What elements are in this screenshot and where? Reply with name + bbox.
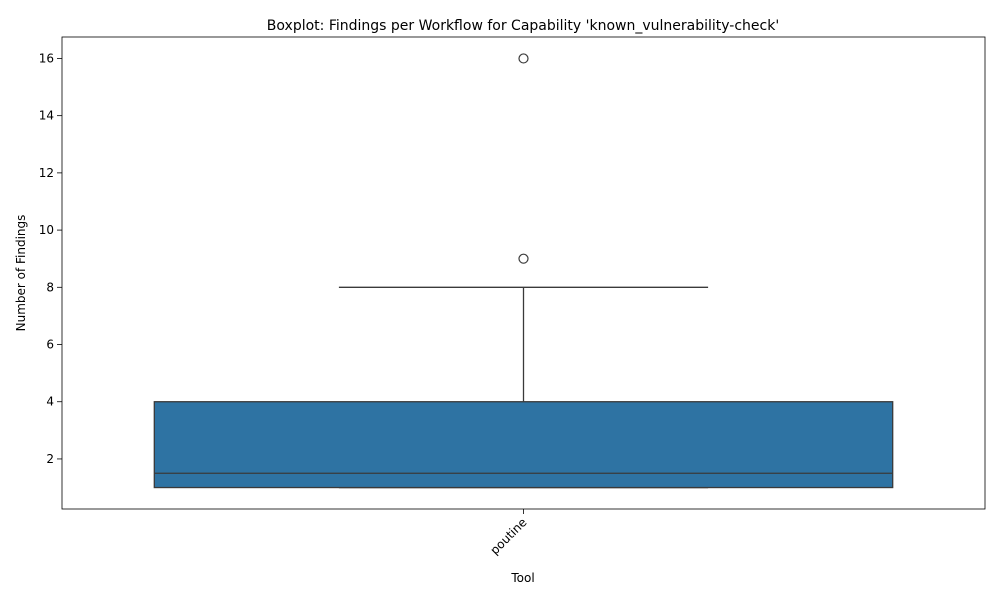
x-tick-label: poutine	[487, 515, 529, 557]
box-poutine	[153, 53, 894, 489]
y-tick-label: 4	[46, 395, 54, 409]
chart-title: Boxplot: Findings per Workflow for Capab…	[267, 18, 779, 34]
x-axis-label: Tool	[510, 571, 534, 585]
y-tick-label: 6	[46, 338, 54, 352]
outlier-point	[518, 253, 529, 264]
y-tick-label: 10	[39, 223, 54, 237]
y-tick-label: 8	[46, 280, 54, 294]
y-tick-label: 14	[39, 109, 54, 123]
y-tick-label: 16	[39, 51, 54, 65]
y-axis-label: Number of Findings	[14, 215, 28, 332]
box-series	[153, 53, 894, 489]
x-axis: poutine	[487, 509, 530, 557]
iqr-box	[153, 401, 894, 489]
outlier-point	[518, 53, 529, 64]
y-axis: 2 4 6 8 10 12 14 16	[39, 51, 62, 466]
y-tick-label: 2	[46, 452, 54, 466]
y-tick-label: 12	[39, 166, 54, 180]
